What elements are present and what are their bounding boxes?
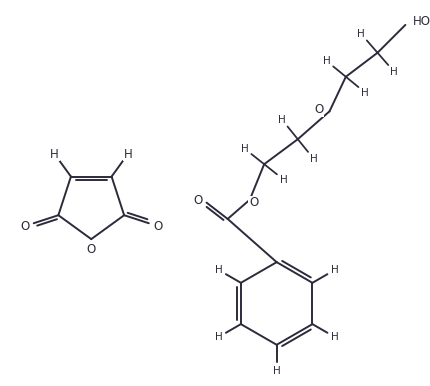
Text: H: H — [50, 147, 59, 161]
Text: H: H — [361, 88, 369, 98]
Text: O: O — [314, 103, 323, 116]
Text: O: O — [249, 196, 258, 209]
Text: H: H — [273, 366, 280, 376]
Text: H: H — [322, 56, 330, 66]
Text: H: H — [280, 175, 288, 185]
Text: H: H — [278, 115, 286, 125]
Text: H: H — [331, 332, 339, 342]
Text: H: H — [241, 144, 249, 154]
Text: H: H — [215, 332, 222, 342]
Text: H: H — [123, 147, 132, 161]
Text: H: H — [331, 265, 339, 275]
Text: O: O — [86, 243, 96, 256]
Text: H: H — [215, 265, 222, 275]
Text: O: O — [193, 194, 203, 207]
Text: HO: HO — [413, 15, 430, 27]
Text: H: H — [357, 29, 365, 39]
Text: O: O — [20, 220, 29, 233]
Text: O: O — [154, 220, 163, 233]
Text: H: H — [310, 154, 317, 164]
Text: H: H — [390, 66, 398, 76]
